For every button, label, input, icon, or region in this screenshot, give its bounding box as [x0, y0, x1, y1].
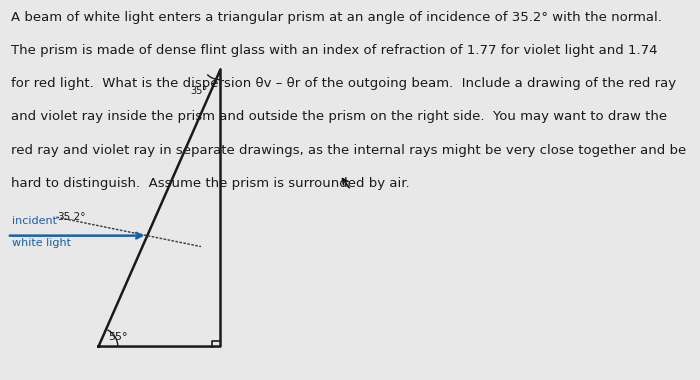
Text: white light: white light: [13, 238, 71, 247]
Text: 55°: 55°: [108, 332, 128, 342]
Text: and violet ray inside the prism and outside the prism on the right side.  You ma: and violet ray inside the prism and outs…: [11, 111, 668, 124]
Text: 35.2°: 35.2°: [57, 212, 85, 222]
Text: hard to distinguish.  Assume the prism is surrounded by air.: hard to distinguish. Assume the prism is…: [11, 177, 410, 190]
Text: 35°: 35°: [190, 86, 207, 96]
Text: incident: incident: [13, 216, 57, 226]
Text: for red light.  What is the dispersion θv – θr of the outgoing beam.  Include a : for red light. What is the dispersion θv…: [11, 77, 676, 90]
Text: The prism is made of dense flint glass with an index of refraction of 1.77 for v: The prism is made of dense flint glass w…: [11, 44, 658, 57]
Text: red ray and violet ray in separate drawings, as the internal rays might be very : red ray and violet ray in separate drawi…: [11, 144, 687, 157]
Text: A beam of white light enters a triangular prism at an angle of incidence of 35.2: A beam of white light enters a triangula…: [11, 11, 662, 24]
